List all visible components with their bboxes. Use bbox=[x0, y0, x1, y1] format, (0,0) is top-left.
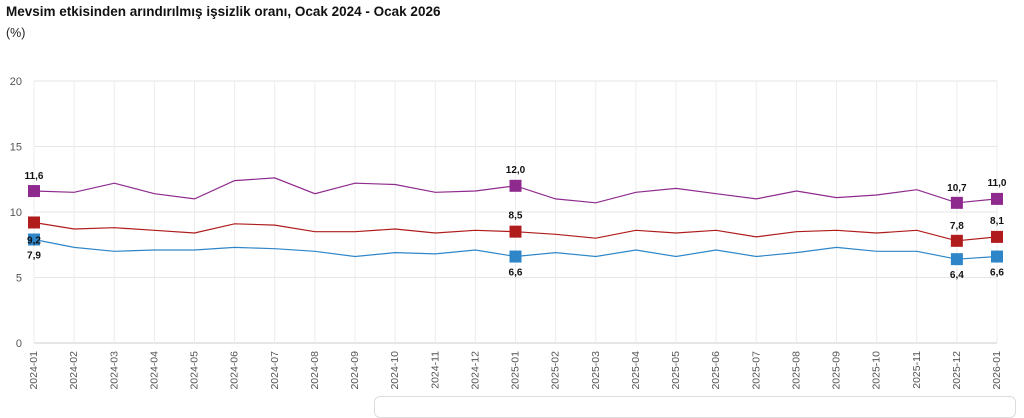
x-tick-label: 2024-02 bbox=[68, 351, 80, 390]
data-point-marker[interactable] bbox=[950, 253, 963, 266]
x-tick-label: 2024-12 bbox=[469, 351, 481, 390]
x-tick-label: 2025-10 bbox=[871, 351, 883, 390]
data-label: 6,6 bbox=[990, 268, 1004, 279]
data-label: 9,2 bbox=[27, 235, 41, 246]
data-label: 8,5 bbox=[509, 211, 523, 222]
x-axis-ticks: 2024-01 2024-02 2024-03 2024-04 2024-05 2024-… bbox=[28, 351, 1003, 390]
data-label: 12,0 bbox=[506, 165, 526, 176]
x-tick-label: 2025-12 bbox=[951, 351, 963, 390]
y-axis-unit-label: (%) bbox=[6, 26, 26, 40]
x-tick-label: 2024-03 bbox=[108, 351, 120, 390]
data-point-marker[interactable] bbox=[28, 216, 40, 229]
data-label: 6,6 bbox=[509, 268, 523, 279]
x-tick-label: 2024-07 bbox=[269, 351, 281, 390]
x-tick-label: 2025-04 bbox=[630, 351, 642, 390]
data-point-marker[interactable] bbox=[991, 250, 1003, 263]
series-markers bbox=[28, 179, 1003, 266]
data-label: 11,6 bbox=[25, 171, 44, 182]
data-point-marker[interactable] bbox=[509, 225, 522, 238]
legend-panel bbox=[374, 396, 1016, 418]
x-tick-label: 2024-09 bbox=[349, 351, 361, 390]
x-tick-label: 2024-10 bbox=[389, 351, 401, 390]
data-label: 10,7 bbox=[947, 183, 967, 194]
data-point-marker[interactable] bbox=[991, 230, 1003, 243]
data-point-marker[interactable] bbox=[991, 192, 1003, 205]
x-tick-label: 2024-08 bbox=[309, 351, 321, 390]
x-tick-label: 2026-01 bbox=[991, 351, 1003, 390]
chart-grid bbox=[33, 80, 998, 344]
data-labels: 11,6 12,0 10,7 11,0 9,2 8,5 7,8 8,1 7,9 6,6 6,4 6,6 bbox=[25, 165, 1007, 281]
x-tick-label: 2024-06 bbox=[229, 351, 241, 390]
x-tick-label: 2025-09 bbox=[831, 351, 843, 390]
data-point-marker[interactable] bbox=[509, 250, 522, 263]
data-point-marker[interactable] bbox=[28, 185, 40, 198]
x-tick-label: 2025-05 bbox=[670, 351, 682, 390]
chart-title: Mevsim etkisinden arındırılmış işsizlik … bbox=[6, 4, 441, 19]
x-tick-label: 2025-02 bbox=[550, 351, 562, 390]
data-point-marker[interactable] bbox=[28, 233, 40, 246]
x-tick-label: 2024-11 bbox=[429, 351, 441, 389]
x-tick-label: 2025-07 bbox=[750, 351, 762, 390]
y-axis-ticks: 0 5 10 15 20 bbox=[10, 76, 22, 350]
data-label: 11,0 bbox=[988, 178, 1007, 189]
x-tick-label: 2024-01 bbox=[28, 351, 40, 390]
data-label: 6,4 bbox=[950, 270, 964, 281]
x-tick-label: 2024-04 bbox=[148, 351, 160, 390]
x-tick-label: 2025-08 bbox=[790, 351, 802, 390]
y-tick-label: 0 bbox=[16, 338, 22, 350]
data-label: 7,8 bbox=[950, 221, 964, 232]
data-label: 7,9 bbox=[27, 251, 41, 262]
x-tick-label: 2024-05 bbox=[189, 351, 201, 390]
data-point-marker[interactable] bbox=[950, 196, 963, 209]
y-tick-label: 10 bbox=[10, 207, 22, 219]
data-point-marker[interactable] bbox=[509, 179, 522, 192]
y-tick-label: 5 bbox=[16, 273, 22, 285]
y-tick-label: 20 bbox=[10, 76, 22, 88]
x-tick-label: 2025-06 bbox=[710, 351, 722, 390]
x-tick-label: 2025-01 bbox=[510, 351, 522, 390]
x-tick-label: 2025-03 bbox=[590, 351, 602, 390]
x-tick-label: 2025-11 bbox=[911, 351, 923, 389]
data-point-marker[interactable] bbox=[950, 234, 963, 247]
data-label: 8,1 bbox=[990, 216, 1004, 227]
y-tick-label: 15 bbox=[10, 142, 22, 154]
